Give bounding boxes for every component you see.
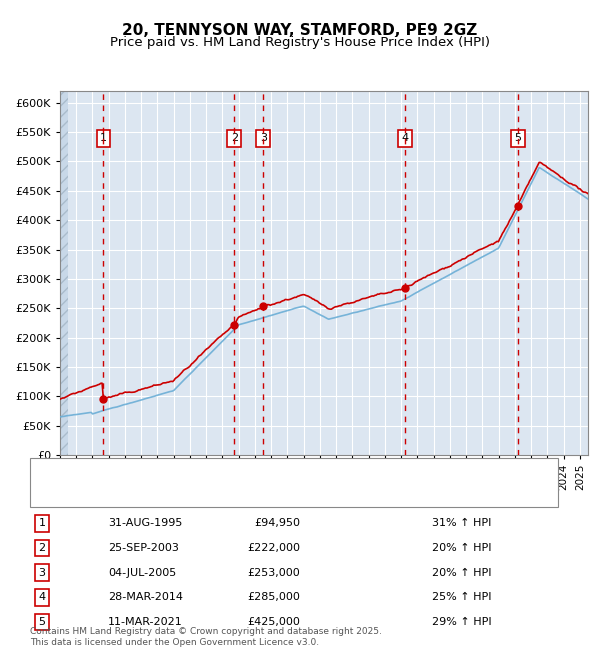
Text: 04-JUL-2005: 04-JUL-2005 [108,567,176,578]
Text: £222,000: £222,000 [247,543,300,553]
Text: 20, TENNYSON WAY, STAMFORD, PE9 2GZ: 20, TENNYSON WAY, STAMFORD, PE9 2GZ [122,23,478,38]
Bar [60,91,68,455]
Text: 4: 4 [38,592,46,603]
Text: 29% ↑ HPI: 29% ↑ HPI [432,617,491,627]
Text: £285,000: £285,000 [247,592,300,603]
Text: 1: 1 [100,133,107,143]
Text: 20, TENNYSON WAY, STAMFORD, PE9 2GZ (detached house): 20, TENNYSON WAY, STAMFORD, PE9 2GZ (det… [84,466,419,476]
Text: 25-SEP-2003: 25-SEP-2003 [108,543,179,553]
Text: 4: 4 [401,133,409,143]
Text: Price paid vs. HM Land Registry's House Price Index (HPI): Price paid vs. HM Land Registry's House … [110,36,490,49]
Text: 25% ↑ HPI: 25% ↑ HPI [432,592,491,603]
Text: £425,000: £425,000 [247,617,300,627]
Text: 20% ↑ HPI: 20% ↑ HPI [432,543,491,553]
Text: 31% ↑ HPI: 31% ↑ HPI [432,518,491,528]
Text: 3: 3 [38,567,46,578]
Text: 11-MAR-2021: 11-MAR-2021 [108,617,183,627]
Text: 28-MAR-2014: 28-MAR-2014 [108,592,183,603]
Text: £94,950: £94,950 [254,518,300,528]
Text: Contains HM Land Registry data © Crown copyright and database right 2025.
This d: Contains HM Land Registry data © Crown c… [30,627,382,647]
Text: £253,000: £253,000 [247,567,300,578]
Text: 5: 5 [514,133,521,143]
Text: 2: 2 [231,133,238,143]
Text: HPI: Average price, detached house, South Kesteven: HPI: Average price, detached house, Sout… [84,487,377,497]
Text: 3: 3 [260,133,267,143]
Text: 20% ↑ HPI: 20% ↑ HPI [432,567,491,578]
Text: 31-AUG-1995: 31-AUG-1995 [108,518,182,528]
Text: 5: 5 [38,617,46,627]
Text: 2: 2 [38,543,46,553]
Text: 1: 1 [38,518,46,528]
